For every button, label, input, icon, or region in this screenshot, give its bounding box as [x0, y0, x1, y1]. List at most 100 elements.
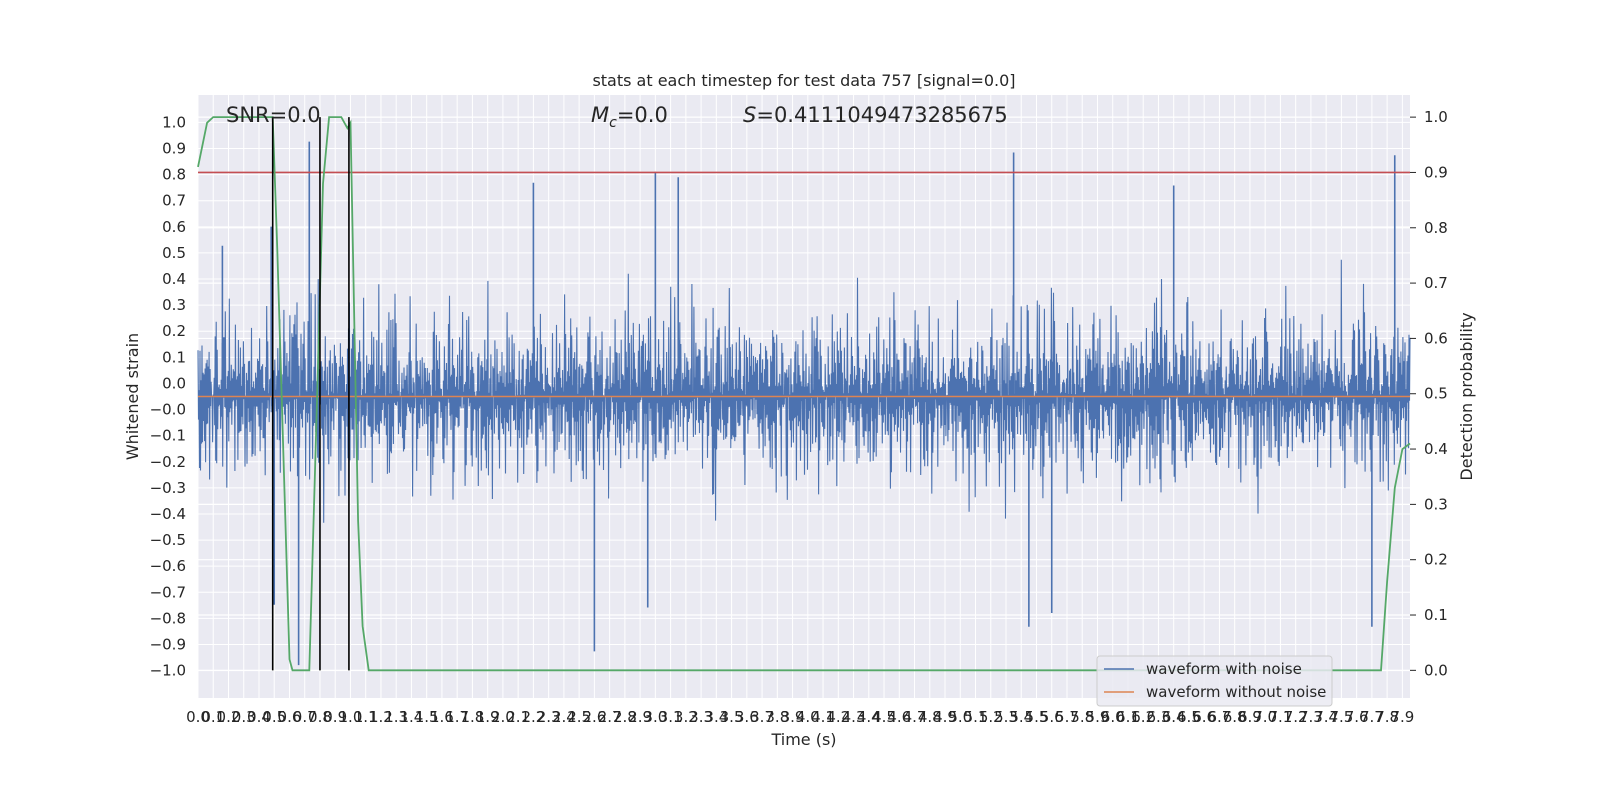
- x-tick-label: 3.9: [781, 708, 805, 726]
- reference-lines: [198, 171, 1410, 398]
- x-tick-label: 1.4: [400, 708, 424, 726]
- y2-tick-label: 0.1: [1424, 606, 1448, 624]
- x-tick-label: 5.6: [1040, 708, 1064, 726]
- y-tick-label: −0.4: [150, 505, 186, 523]
- x-tick-label: 5.0: [948, 708, 972, 726]
- x-tick-label: 3.8: [765, 708, 789, 726]
- score-annotation: S=0.4111049473285675: [743, 103, 1008, 127]
- vertical-markers: [271, 117, 350, 671]
- x-tick-label: 0.1: [201, 708, 225, 726]
- x-tick-label: 2.9: [628, 708, 652, 726]
- x-tick-label: 2.6: [582, 708, 606, 726]
- x-tick-label: 6.4: [1162, 708, 1186, 726]
- x-tick-label: 2.5: [567, 708, 591, 726]
- x-tick-label: 2.8: [613, 708, 637, 726]
- legend-box: [1096, 655, 1333, 707]
- x-tick-label: 7.2: [1284, 708, 1308, 726]
- y-tick-label: 1.0: [162, 113, 186, 131]
- x-tick-label: 1.8: [460, 708, 484, 726]
- detection-probability-series: [197, 116, 1411, 672]
- x-tick-label: 7.5: [1329, 708, 1353, 726]
- detection-probability-line: [197, 116, 1411, 672]
- x-tick-label: 2.4: [552, 708, 576, 726]
- x-tick-label: 3.3: [689, 708, 713, 726]
- x-tick-label: 2.7: [598, 708, 622, 726]
- x-tick-label: 5.2: [979, 708, 1003, 726]
- x-tick-label: 7.8: [1375, 708, 1399, 726]
- y-tick-label: −0.2: [150, 453, 186, 471]
- x-tick-label: 1.6: [430, 708, 454, 726]
- x-tick-label: 1.7: [445, 708, 469, 726]
- x-tick-label: 0.6: [278, 708, 302, 726]
- x-tick-label: 3.1: [659, 708, 683, 726]
- x-tick-label: 0.7: [293, 708, 317, 726]
- x-tick-label: 1.5: [415, 708, 439, 726]
- s-symbol: S: [743, 103, 756, 127]
- x-tick-label: 7.9: [1390, 708, 1414, 726]
- x-tick-label: 4.9: [933, 708, 957, 726]
- y2-tick-label: 0.3: [1424, 495, 1448, 513]
- x-tick-label: 0.0: [186, 708, 210, 726]
- y2-tick-label: 0.6: [1424, 329, 1448, 347]
- x-tick-label: 5.1: [964, 708, 988, 726]
- x-tick-label: 5.5: [1025, 708, 1049, 726]
- x-tick-label: 0.3: [232, 708, 256, 726]
- mc-symbol: M: [591, 103, 609, 127]
- x-tick-label: 4.4: [857, 708, 881, 726]
- x-tick-label: 1.0: [339, 708, 363, 726]
- x-tick-label: 3.7: [750, 708, 774, 726]
- y-tick-label: −0.1: [150, 427, 186, 445]
- y-tick-label: 0.5: [162, 244, 186, 262]
- y-tick-label: −0.3: [150, 479, 186, 497]
- x-tick-label: 1.1: [354, 708, 378, 726]
- y-tick-label: 0.7: [162, 192, 186, 210]
- x-tick-label: 6.3: [1147, 708, 1171, 726]
- x-tick-label: 3.2: [674, 708, 698, 726]
- y2-tick-label: 1.0: [1424, 108, 1448, 126]
- y-tick-label: 0.0: [162, 374, 186, 392]
- y-tick-label: 0.6: [162, 218, 186, 236]
- legend-label-noise: waveform with noise: [1146, 660, 1302, 678]
- legend: waveform with noise waveform without noi…: [1096, 655, 1333, 707]
- x-tick-label: 3.6: [735, 708, 759, 726]
- x-tick-label: 0.2: [217, 708, 241, 726]
- x-tick-label: 4.5: [872, 708, 896, 726]
- x-tick-label: 3.4: [704, 708, 728, 726]
- snr-annotation: SNR=0.0: [226, 103, 321, 127]
- y-tick-label: 0.9: [162, 140, 186, 158]
- x-axis-label: Time (s): [770, 730, 836, 749]
- x-axis-ticks: 0.00.10.20.30.40.50.60.70.80.91.01.11.21…: [186, 708, 1414, 726]
- x-tick-label: 1.9: [476, 708, 500, 726]
- x-tick-label: 7.4: [1314, 708, 1338, 726]
- x-tick-label: 5.3: [994, 708, 1018, 726]
- chirp-mass-annotation: Mc=0.0: [591, 103, 668, 131]
- x-tick-label: 7.0: [1253, 708, 1277, 726]
- legend-label-clean: waveform without noise: [1146, 683, 1326, 701]
- y2-axis-label: Detection probability: [1457, 312, 1476, 480]
- x-tick-label: 6.8: [1223, 708, 1247, 726]
- s-value: =0.4111049473285675: [756, 103, 1007, 127]
- y-tick-label: −0.9: [150, 635, 186, 653]
- x-tick-label: 2.0: [491, 708, 515, 726]
- x-tick-label: 0.9: [323, 708, 347, 726]
- x-tick-label: 7.1: [1268, 708, 1292, 726]
- x-tick-label: 5.7: [1055, 708, 1079, 726]
- x-tick-label: 0.4: [247, 708, 271, 726]
- x-tick-label: 2.1: [506, 708, 530, 726]
- y2-tick-label: 0.8: [1424, 219, 1448, 237]
- x-tick-label: 6.5: [1177, 708, 1201, 726]
- x-tick-label: 6.6: [1192, 708, 1216, 726]
- x-tick-label: 6.9: [1238, 708, 1262, 726]
- x-tick-label: 3.5: [720, 708, 744, 726]
- mc-value: =0.0: [617, 103, 668, 127]
- y2-tick-label: 0.5: [1424, 385, 1448, 403]
- y-tick-label: −1.0: [150, 662, 186, 680]
- y-tick-label: −0.0: [150, 401, 186, 419]
- x-tick-label: 4.0: [796, 708, 820, 726]
- y2-tick-label: 0.0: [1424, 661, 1448, 679]
- y-tick-label: −0.6: [150, 557, 186, 575]
- mc-subscript: c: [609, 115, 617, 131]
- x-tick-label: 1.3: [384, 708, 408, 726]
- x-tick-label: 5.4: [1009, 708, 1033, 726]
